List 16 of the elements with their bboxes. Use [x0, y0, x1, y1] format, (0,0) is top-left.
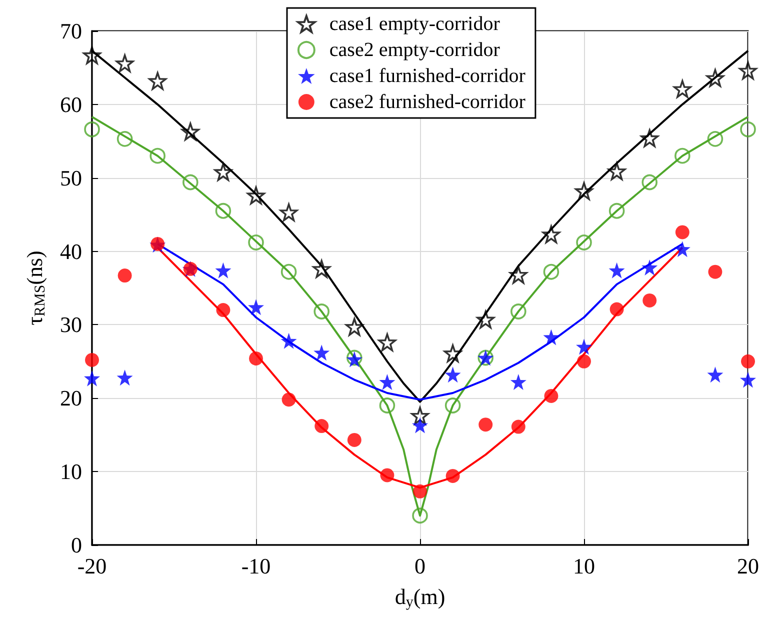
legend-label: case1 furnished-corridor [329, 65, 526, 87]
y-axis-title: τRMS(ns) [22, 250, 48, 326]
x-tick-label: 20 [737, 554, 759, 578]
x-tick-label: -10 [241, 554, 271, 578]
y-tick-label: 30 [60, 312, 82, 338]
legend-label: case2 empty-corridor [329, 39, 500, 61]
legend-label: case2 furnished-corridor [329, 91, 526, 113]
y-tick-label: 20 [60, 386, 82, 411]
y-tick-label: 70 [60, 18, 82, 44]
legend-label: case1 empty-corridor [329, 13, 500, 35]
x-tick-label: 0 [414, 554, 426, 578]
x-tick-label: 10 [573, 554, 595, 578]
y-tick-label: 60 [60, 92, 82, 117]
y-tick-label: 40 [60, 238, 82, 264]
y-tick-label: 10 [60, 459, 82, 484]
y-tick-label: 50 [60, 165, 82, 190]
